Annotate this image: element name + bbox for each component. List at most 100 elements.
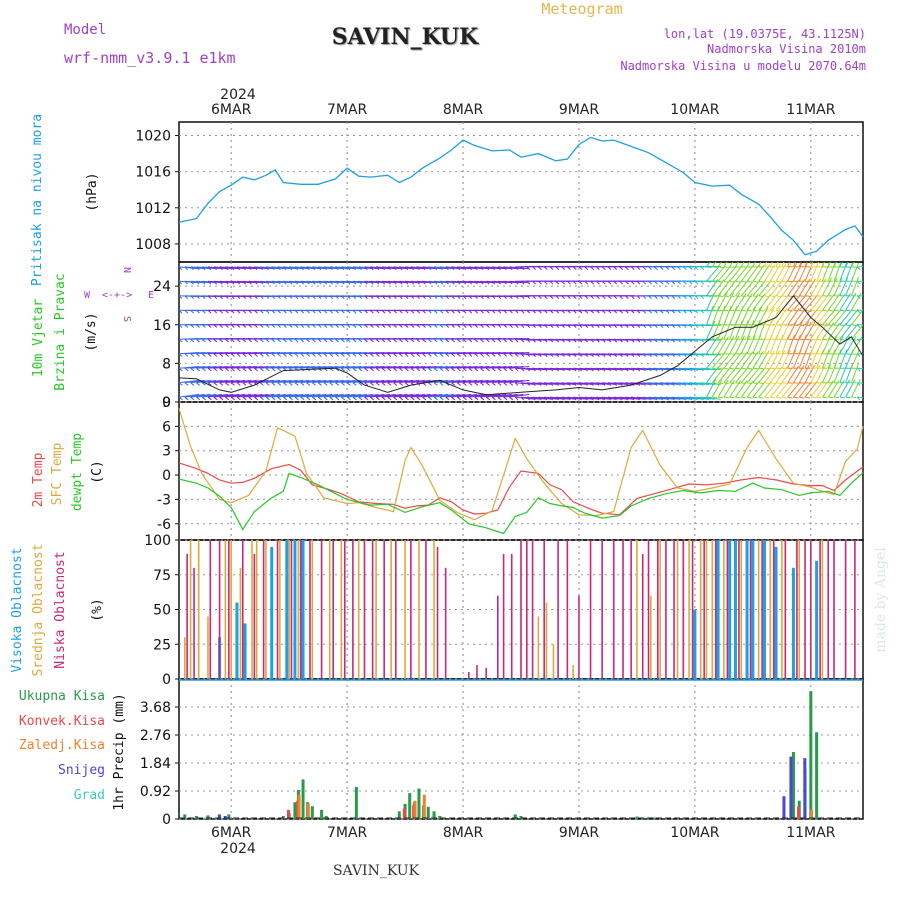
wind-barb-feather [474,338,479,343]
mid-cloud-bar [705,540,708,679]
wind-barb-feather [196,382,201,386]
wind-barb-feather [642,367,646,372]
wind-barb-feather [329,280,333,285]
wind-barb-feather [317,338,322,343]
wind-barb-feather [624,382,629,386]
wind-barb [636,382,657,386]
low-cloud-bar [641,553,644,679]
wind-barb [381,393,402,398]
low-cloud-bar [444,567,447,679]
high-cloud-bar [762,540,766,679]
wind-barb-feather [682,338,687,343]
wind-barb [509,352,530,355]
wind-barb-feather [358,266,362,271]
wind-barb-feather [242,324,247,328]
wind-barb [787,320,797,340]
wind-barb-feather [630,353,635,357]
wind-barb-feather [485,280,490,285]
wind-barb-feather [404,309,409,314]
wind-barb-feather [485,353,490,357]
wind-barb-feather [561,382,565,386]
wind-barb-feather [393,309,397,314]
wind-barb-feather [538,280,542,285]
wind-barb [775,381,790,398]
mid-cloud-bar [404,540,406,679]
wind-barb-feather [485,266,490,271]
wind-barb-feather [607,309,612,314]
low-cloud-bar [691,540,694,679]
wind-barb-feather [677,353,681,357]
wind-barb-feather [607,324,612,328]
wind-barb [671,396,692,400]
wind-barb-feather [312,382,317,386]
wind-barb [457,379,478,384]
wind-barb-feather [213,309,218,314]
low-cloud-bar [383,540,385,679]
day-label-top: 9MAR [559,102,600,118]
wind-barb-feather [793,295,799,297]
wind-barb-feather [265,382,270,386]
model-label: Model [64,22,106,38]
wind-barb [474,365,495,369]
wind-barb-feather [816,338,822,341]
wind-barb-feather [514,382,519,386]
wind-barb-feather [416,280,420,285]
wind-barb-feather [445,309,450,314]
model-elevation-label: Nadmorska Visina u modelu 2070.64m [620,59,866,73]
wind-barb-feather [242,367,247,372]
wind-barb-feather [741,382,747,385]
wind-barb [706,379,717,398]
wind-barb-feather [364,396,369,401]
wind-barb-feather [340,353,345,357]
wind-barb [735,351,748,369]
wind-barb-feather [259,353,264,357]
wind-barb [196,266,217,270]
wind-barb-feather [590,382,594,386]
wind-barb-feather [335,280,339,285]
wind-barb-feather [230,367,235,372]
low-cloud-bar [630,540,632,679]
wind-barb [567,382,588,386]
wind-barb-feather [735,280,741,283]
wind-barb-feather [236,295,241,299]
wind-barb-feather [549,280,554,285]
precip-total-bar [408,793,412,819]
wind-barb-feather [682,295,687,299]
wind-barb [792,262,803,282]
wind-barb-feather [642,295,647,299]
wind-barb [752,262,756,268]
wind-barb-feather [346,338,351,343]
wind-barb-feather [335,353,340,357]
wind-barb [509,266,530,270]
wind-barb [723,352,737,369]
wind-barb-feather [781,309,787,312]
wind-barb [752,280,767,297]
wind-barb-feather [433,309,438,314]
wind-barb-feather [462,367,467,372]
wind-barb-feather [433,324,438,328]
wind-barb-feather [624,338,629,343]
wind-barb [573,396,594,400]
wind-barb-feather [764,396,770,399]
mid-cloud-bar [740,540,743,679]
mid-cloud-bar [572,665,574,679]
wind-barb-feather [624,367,629,372]
precip-total-bar [183,814,187,819]
wind-barb-feather [665,353,670,357]
wind-barb-feather [665,309,670,314]
wind-barb-feather [752,280,758,283]
wind-barb [248,266,269,270]
wind-barb-feather [254,396,259,401]
wind-barb-feather [184,266,188,271]
wind-barb-feather [572,396,577,401]
wind-barb-feather [584,382,588,386]
wind-barb-feather [497,338,502,343]
wind-barb-feather [393,396,398,401]
wind-barb-feather [207,353,212,357]
wind-barb-feather [468,295,473,299]
wind-barb-feather [659,382,664,386]
wind-barb-feather [775,295,782,298]
low-cloud-bar [761,540,763,679]
wind-barb [393,266,414,270]
wind-barb-feather [723,280,729,283]
